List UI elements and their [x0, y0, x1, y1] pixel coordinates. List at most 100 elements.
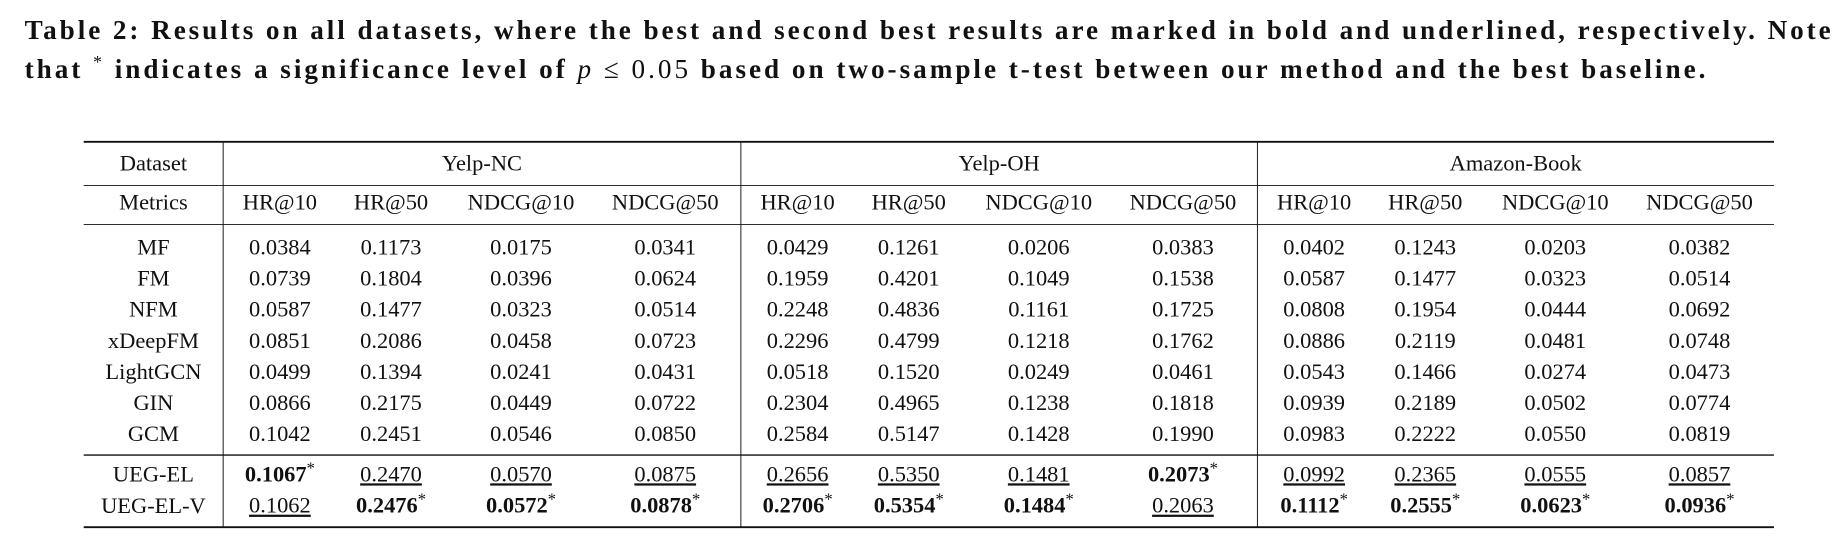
- cell-value: 0.5354: [874, 493, 936, 518]
- cell: 0.0939: [1283, 390, 1345, 415]
- cell-value: 0.2555: [1390, 493, 1452, 518]
- cell: 0.1477: [1394, 266, 1456, 291]
- significance-mark: *: [1340, 489, 1348, 508]
- cell: 0.1161: [1008, 297, 1069, 322]
- cell: 0.1804: [360, 266, 422, 291]
- cell-value: 0.0857: [1669, 462, 1731, 487]
- cell: 0.0514: [634, 297, 696, 322]
- caption-line: Table 2: Results on all datasets, where …: [25, 15, 1831, 45]
- metric-header: NDCG@50: [612, 190, 719, 215]
- metric-header: NDCG@50: [1130, 190, 1237, 215]
- cell: 0.0396: [490, 266, 552, 291]
- cell: 0.0748: [1669, 328, 1731, 353]
- metric-header: HR@10: [243, 190, 317, 215]
- row-name: MF: [137, 235, 169, 260]
- cell: 0.0774: [1669, 390, 1731, 415]
- cell: 0.1762: [1152, 328, 1214, 353]
- cell: 0.1520: [878, 359, 940, 384]
- cell: 0.0692: [1669, 297, 1731, 322]
- cell: 0.0341: [634, 235, 696, 260]
- cell: 0.0518: [767, 359, 829, 384]
- cell: 0.1484*: [1004, 489, 1074, 517]
- cell: 0.2470: [360, 462, 422, 487]
- cell-value: 0.2073: [1148, 462, 1210, 487]
- cell: 0.0819: [1669, 421, 1731, 446]
- cell-value: 0.1484: [1004, 493, 1066, 518]
- row-name: FM: [137, 266, 169, 291]
- cell-value: 0.0623: [1520, 493, 1582, 518]
- cell: 0.1725: [1152, 297, 1214, 322]
- cell: 0.0624: [634, 266, 696, 291]
- significance-mark: *: [1065, 489, 1073, 508]
- caption-text: *: [93, 52, 102, 72]
- cell: 0.0431: [634, 359, 696, 384]
- cell: 0.1112*: [1280, 489, 1347, 517]
- cell: 0.2584: [767, 421, 829, 446]
- metric-header: NDCG@10: [985, 190, 1092, 215]
- cell: 0.0323: [1524, 266, 1586, 291]
- cell: 0.2248: [767, 297, 829, 322]
- significance-mark: *: [935, 489, 943, 508]
- cell-value: 0.0992: [1283, 462, 1345, 487]
- group-header: Amazon-Book: [1450, 151, 1583, 176]
- cell: 0.0444: [1524, 297, 1586, 322]
- cell: 0.1173: [361, 235, 422, 260]
- metrics-header: Metrics: [119, 190, 188, 215]
- significance-mark: *: [307, 458, 315, 477]
- cell: 0.5350: [878, 462, 940, 487]
- metric-header: HR@50: [872, 190, 946, 215]
- metric-header: NDCG@50: [1646, 190, 1753, 215]
- cell: 0.2073*: [1148, 458, 1218, 486]
- cell: 0.2119: [1395, 328, 1456, 353]
- cell: 0.0808: [1283, 297, 1345, 322]
- cell: 0.0983: [1283, 421, 1345, 446]
- row-name: GCM: [128, 421, 179, 446]
- significance-mark: *: [824, 489, 832, 508]
- cell: 0.0572*: [486, 489, 556, 517]
- cell-value: 0.0570: [490, 462, 552, 487]
- cell: 0.0323: [490, 297, 552, 322]
- cell: 0.0206: [1008, 235, 1070, 260]
- cell: 0.1062: [249, 493, 311, 518]
- cell: 0.1481: [1008, 462, 1070, 487]
- cell: 0.0543: [1283, 359, 1345, 384]
- cell: 0.0502: [1524, 390, 1586, 415]
- cell: 0.0587: [249, 297, 311, 322]
- cell: 0.1818: [1152, 390, 1214, 415]
- row-name: LightGCN: [105, 359, 201, 384]
- cell: 0.0458: [490, 328, 552, 353]
- cell: 0.0570: [490, 462, 552, 487]
- cell: 0.5354*: [874, 489, 944, 517]
- cell: 0.2451: [360, 421, 422, 446]
- cell: 0.1954: [1394, 297, 1456, 322]
- row-name: UEG-EL: [113, 462, 194, 487]
- cell: 0.4836: [878, 297, 940, 322]
- cell: 0.2706*: [763, 489, 833, 517]
- cell: 0.0875: [634, 462, 696, 487]
- caption-text: Table 2: Results on all datasets, where …: [25, 15, 1831, 45]
- cell: 0.0481: [1524, 328, 1586, 353]
- cell: 0.0274: [1524, 359, 1586, 384]
- cell: 0.0550: [1524, 421, 1586, 446]
- cell: 0.0384: [249, 235, 311, 260]
- cell: 0.2296: [767, 328, 829, 353]
- cell: 0.2476*: [356, 489, 426, 517]
- significance-mark: *: [1726, 489, 1734, 508]
- caption-text: that: [25, 54, 91, 84]
- metric-header: HR@10: [760, 190, 834, 215]
- cell: 0.0473: [1669, 359, 1731, 384]
- cell: 0.0623*: [1520, 489, 1590, 517]
- group-header: Yelp-NC: [442, 151, 522, 176]
- cell: 0.0857: [1669, 462, 1731, 487]
- cell: 0.0499: [249, 359, 311, 384]
- cell: 0.4799: [878, 328, 940, 353]
- significance-mark: *: [1452, 489, 1460, 508]
- group-header: Yelp-OH: [959, 151, 1040, 176]
- cell-value: 0.0875: [634, 462, 696, 487]
- cell: 0.2555*: [1390, 489, 1460, 517]
- row-name: xDeepFM: [108, 328, 199, 353]
- table-rules: [83, 140, 1774, 529]
- metric-header: HR@50: [1388, 190, 1462, 215]
